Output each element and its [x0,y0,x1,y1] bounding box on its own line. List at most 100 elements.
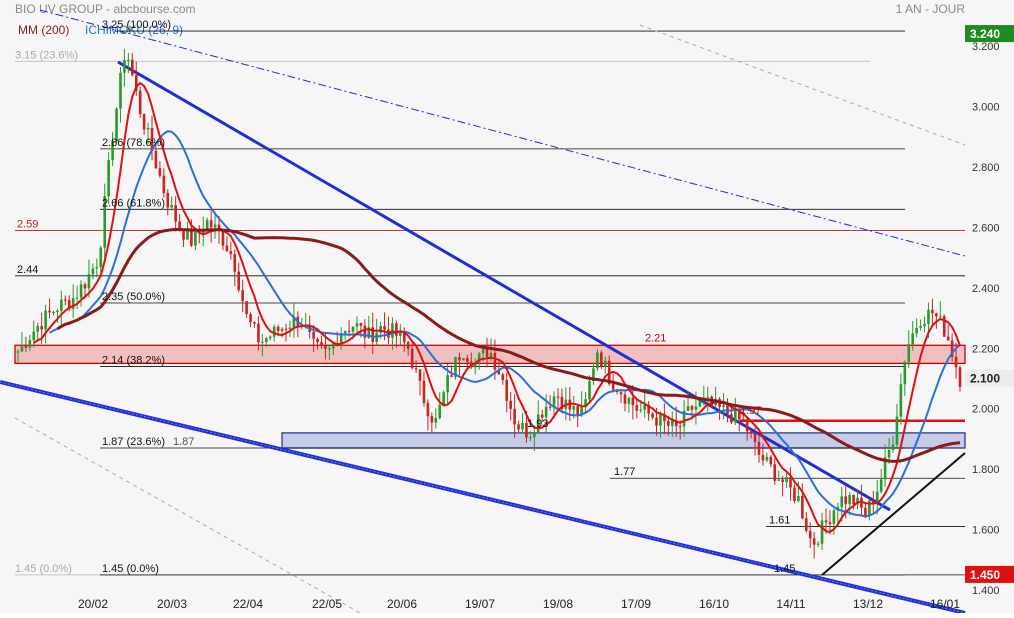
candle-body [268,336,272,339]
candle-body [493,352,497,370]
y-tick-label: 1.800 [972,464,1000,476]
y-tick-label: 2.400 [972,283,1000,295]
trendline-uptrend [821,452,966,576]
candle-body [119,72,122,109]
candle-body [28,340,32,348]
candle-body [946,336,950,341]
candle-body [556,396,560,398]
fib-level-label: 3.25 (100.0%) [102,19,171,31]
candle-body [253,322,256,324]
candle-body [454,357,457,377]
candle-body [237,271,241,291]
candle-body [919,326,922,328]
candle-body [20,344,24,352]
candle-body [24,344,28,348]
candle-body [115,108,118,142]
candle-body [44,310,47,330]
candles-layer [16,48,962,559]
candle-body [95,266,99,269]
candle-body [781,479,784,483]
candle-body [899,384,903,417]
candle-body [887,450,891,458]
candle-body [430,416,434,423]
candle-body [284,328,288,330]
candle-body [320,342,323,346]
candle-body [355,323,359,327]
candle-body [142,114,146,130]
candle-body [466,358,469,362]
annotation-label: 1.45 [774,563,795,575]
candle-body [576,406,579,416]
y-tick-label: 2.600 [972,222,1000,234]
candle-body [351,326,355,332]
candle-body [410,348,414,369]
candle-body [544,406,548,418]
price-badge-bg [965,565,1014,583]
candle-body [533,433,536,438]
candle-body [225,245,229,252]
annotation-label: 1.61 [769,515,790,527]
period-label: 1 AN - JOUR [896,2,966,16]
candle-body [730,414,733,423]
candle-body [584,399,587,407]
candle-body [280,328,284,332]
candle-body [915,327,918,334]
x-tick-label: 16/10 [699,597,729,611]
x-tick-label: 20/03 [157,597,187,611]
candle-body [801,496,804,519]
candle-body [808,530,812,539]
chart-title: BIO UV GROUP - abcbourse.com [15,2,196,16]
candle-body [91,268,95,275]
candle-body [761,454,765,461]
candle-body [182,230,185,240]
candle-body [426,402,430,417]
candle-body [627,397,631,404]
candle-body [824,520,828,523]
candle-body [891,444,895,451]
candle-body [682,410,686,427]
candle-body [32,331,36,341]
candle-body [170,205,174,208]
x-tick-label: 19/07 [465,597,495,611]
candle-body [765,456,769,461]
annotation-label: 1.97 [740,405,761,417]
candle-body [655,417,658,426]
candle-body [328,348,331,350]
candle-body [111,141,114,161]
h-level-label: 2.59 [17,218,38,230]
candle-body [178,221,181,231]
fib-level-label: 2.86 (78.6%) [102,137,165,149]
candle-body [903,361,907,385]
candle-body [233,254,237,272]
candle-body [462,358,465,361]
candle-body [895,416,899,445]
labels-layer: 3.25 (100.0%) 2.86 (78.6%) 2.66 (61.8%) 2.3… [15,19,1014,583]
candle-body [686,406,690,411]
candle-body [931,309,934,314]
candle-body [367,327,371,338]
candle-body [150,127,154,152]
legend-ma200: MM (200) [18,23,69,37]
fib-level-label: 2.14 (38.2%) [102,354,165,366]
candle-body [749,431,753,434]
candle-body [667,421,670,426]
candle-body [339,333,343,346]
candle-body [722,405,725,408]
candle-body [395,323,398,336]
candle-body [363,325,367,338]
candle-body [592,368,595,382]
candle-body [154,151,158,169]
price-badge-text: 3.240 [970,27,1000,41]
candle-body [844,496,847,505]
candle-body [540,414,544,418]
candle-body [257,323,260,343]
ichimoku-tenkan-line [33,81,961,534]
candle-body [127,59,130,61]
price-badge-bg [965,369,1014,387]
y-tick-label: 1.600 [972,525,1000,537]
candle-body [804,518,808,531]
candle-body [265,338,268,342]
candle-body [596,352,599,369]
price-badge-text: 2.100 [970,372,1000,386]
candle-body [572,406,576,410]
